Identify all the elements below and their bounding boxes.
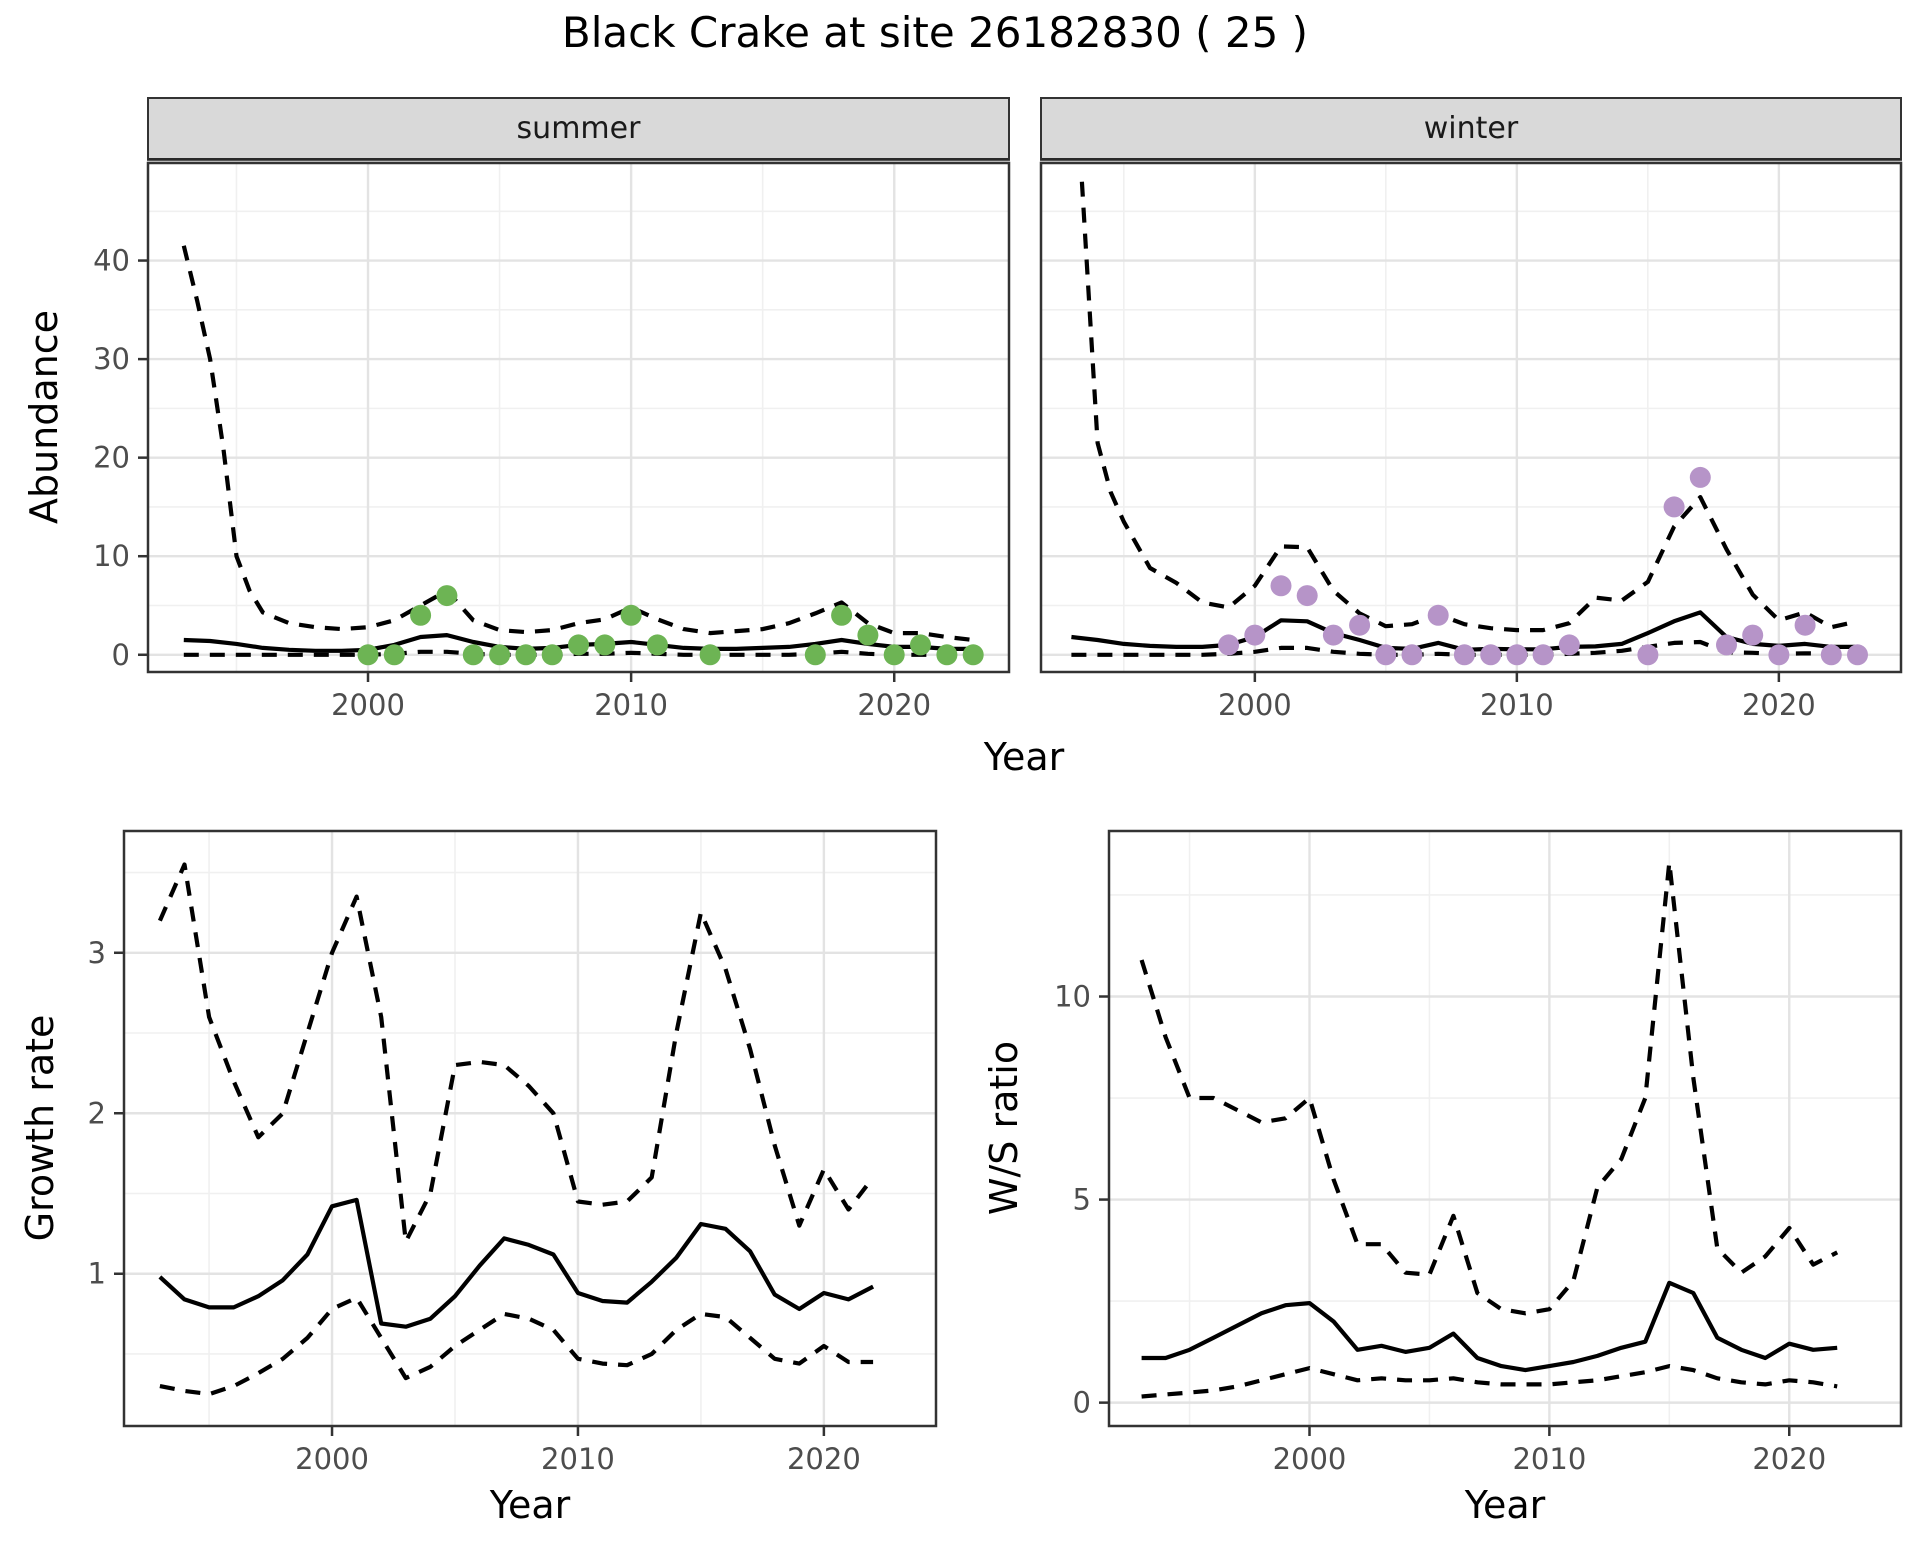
x-tick-label: 2020: [857, 688, 931, 722]
panel-border: [1039, 161, 1903, 674]
y-tick-label: 10: [1054, 980, 1091, 1014]
x-tick-label: 2010: [594, 688, 668, 722]
data-point: [1689, 466, 1711, 488]
x-tick-label: 2010: [1512, 1442, 1586, 1476]
data-point: [1506, 644, 1528, 666]
ws-ratio-axis-title: W/S ratio: [982, 1040, 1026, 1216]
data-point: [1637, 644, 1659, 666]
data-point: [1322, 624, 1344, 646]
x-tick-label: 2010: [541, 1442, 615, 1476]
data-point: [1270, 575, 1292, 597]
y-tick-label: 2: [88, 1096, 106, 1130]
ws-ratio-panel: 2000 2010 2020 0 5 10: [1054, 829, 1903, 1476]
data-point: [883, 644, 905, 666]
x-tick-label: 2020: [787, 1442, 861, 1476]
data-point: [857, 624, 879, 646]
data-point: [383, 644, 405, 666]
data-point: [1820, 644, 1842, 666]
facet-strip-summer-label: summer: [516, 111, 641, 146]
data-point: [541, 644, 563, 666]
data-point: [1244, 624, 1266, 646]
y-tick-label: 0: [112, 638, 130, 672]
upper-ci-line: [157, 862, 875, 1244]
median-line: [1141, 1280, 1838, 1373]
growth-rate-axis-title: Growth rate: [18, 1014, 62, 1242]
data-point: [1768, 644, 1790, 666]
data-point: [1558, 634, 1580, 656]
abundance-axis-title: Abundance: [22, 309, 66, 525]
facet-strip-winter: winter: [1040, 97, 1902, 162]
data-point: [410, 604, 432, 626]
x-tick-label: 2020: [1742, 688, 1816, 722]
x-tick-label: 2020: [1752, 1442, 1826, 1476]
y-tick-label: 30: [93, 342, 130, 376]
data-point: [568, 634, 589, 656]
data-point: [1716, 634, 1737, 656]
x-tick-label: 2000: [1273, 1442, 1347, 1476]
y-tick-label: 1: [88, 1257, 106, 1291]
median-line: [1071, 610, 1858, 652]
data-point: [1847, 644, 1868, 666]
data-point: [515, 644, 537, 666]
data-point: [1663, 496, 1685, 518]
upper-ci-line: [181, 245, 974, 643]
data-point: [910, 634, 931, 656]
y-tick-label: 20: [93, 441, 130, 475]
data-point: [936, 644, 958, 666]
y-tick-label: 10: [93, 539, 130, 573]
upper-ci-line: [1079, 181, 1858, 633]
growth-rate-panel: 2000 2010 2020 1 2 3: [88, 829, 938, 1476]
x-tick-label: 2000: [1218, 688, 1292, 722]
y-tick-label: 5: [1073, 1183, 1091, 1217]
data-point: [462, 644, 484, 666]
data-point: [804, 644, 826, 666]
x-tick-label: 2000: [331, 688, 405, 722]
lower-ci-line: [159, 1295, 874, 1397]
panel-border: [1107, 829, 1903, 1428]
year-axis-title-growth: Year: [489, 1483, 571, 1527]
data-point: [1349, 614, 1371, 636]
data-point: [699, 644, 721, 666]
data-point: [489, 644, 511, 666]
x-tick-label: 2010: [1480, 688, 1554, 722]
panel-border: [146, 161, 1011, 674]
winter-abundance-panel: 2000 2010 2020: [1039, 160, 1903, 722]
data-point: [646, 634, 668, 656]
upper-ci-line: [1139, 860, 1839, 1316]
facet-strip-winter-label: winter: [1423, 111, 1519, 146]
lower-ci-line: [1141, 1363, 1838, 1399]
data-point: [357, 644, 379, 666]
data-point: [1742, 624, 1764, 646]
data-point: [1794, 614, 1816, 636]
x-tick-label: 2000: [295, 1442, 369, 1476]
data-point: [1532, 644, 1554, 666]
median-line: [158, 1197, 875, 1329]
year-axis-title-ws: Year: [1464, 1483, 1546, 1527]
y-tick-label: 0: [1073, 1386, 1091, 1420]
data-point: [1296, 585, 1318, 607]
data-point: [962, 644, 984, 666]
facet-strip-summer: summer: [147, 97, 1010, 162]
data-point: [1218, 634, 1240, 656]
data-point: [831, 604, 853, 626]
year-axis-title-top: Year: [983, 735, 1065, 779]
y-tick-label: 3: [88, 936, 106, 970]
y-tick-label: 40: [93, 244, 130, 278]
data-point: [1401, 644, 1423, 666]
data-point: [1453, 644, 1475, 666]
plot-title: Black Crake at site 26182830 ( 25 ): [561, 8, 1309, 57]
panel-border: [122, 829, 938, 1428]
summer-abundance-panel: 2000 2010 2020 0 10 20 30 40: [93, 160, 1011, 722]
data-point: [1375, 644, 1397, 666]
data-point: [1427, 604, 1449, 626]
data-point: [620, 604, 642, 626]
data-point: [594, 634, 616, 656]
data-point: [436, 585, 458, 607]
data-point: [1480, 644, 1502, 666]
